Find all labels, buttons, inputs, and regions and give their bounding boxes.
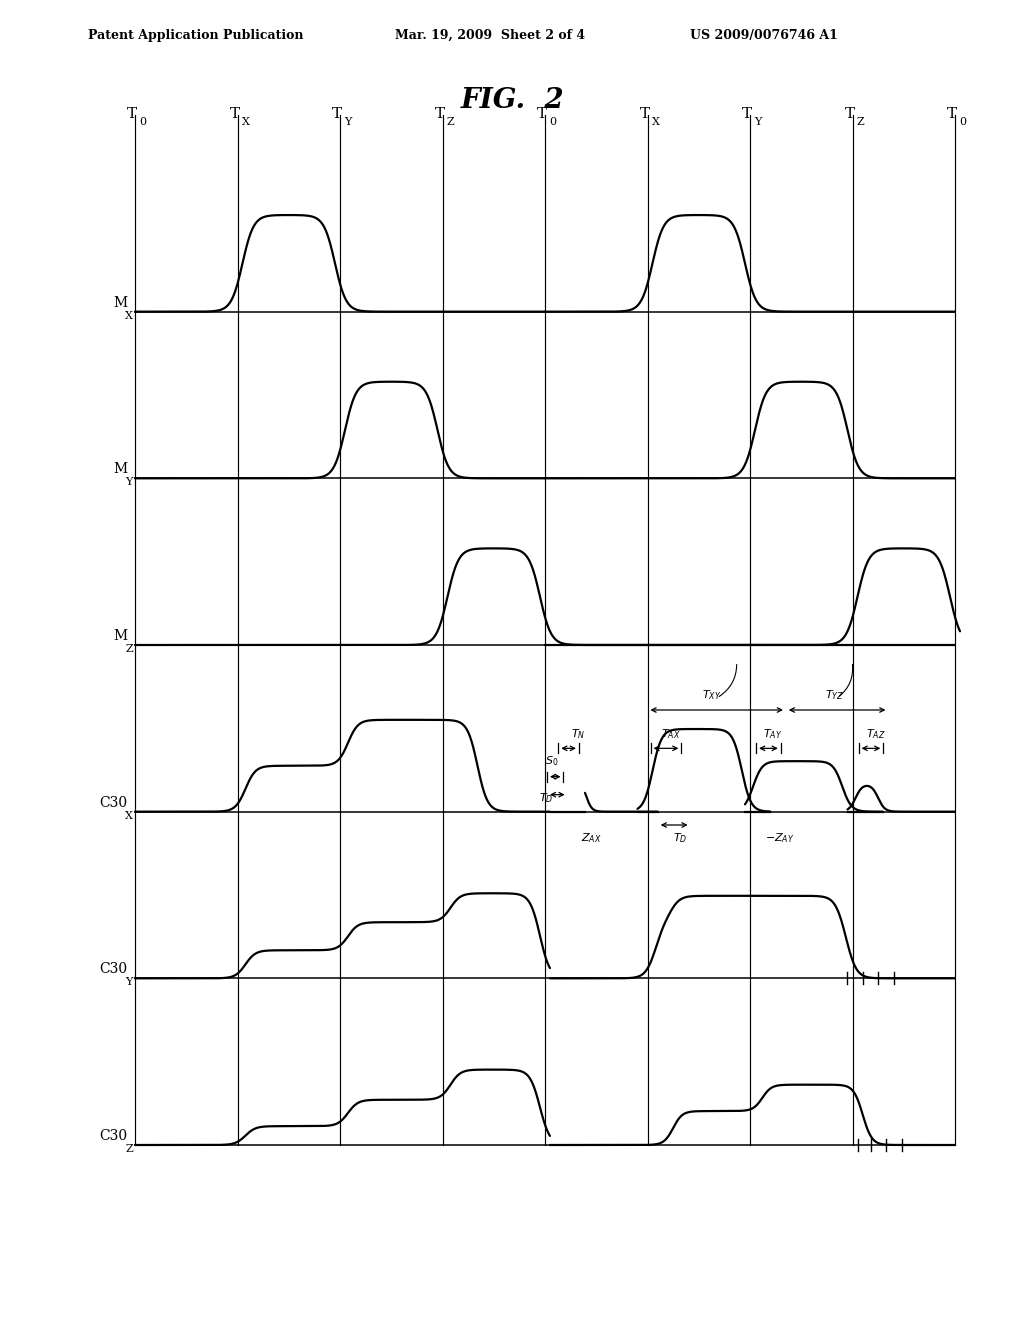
Text: FIG.  2: FIG. 2 [460, 87, 564, 114]
Text: M: M [113, 462, 127, 477]
Text: M: M [113, 296, 127, 310]
Text: Y: Y [126, 977, 133, 987]
Text: Patent Application Publication: Patent Application Publication [88, 29, 303, 41]
Text: Mar. 19, 2009  Sheet 2 of 4: Mar. 19, 2009 Sheet 2 of 4 [395, 29, 585, 41]
Text: C30: C30 [99, 796, 127, 809]
Text: T: T [845, 107, 855, 121]
Text: Z: Z [125, 644, 133, 653]
Text: $T_{AX}$: $T_{AX}$ [660, 727, 681, 741]
Text: T: T [639, 107, 649, 121]
Text: T: T [127, 107, 137, 121]
Text: T: T [229, 107, 240, 121]
Text: X: X [242, 117, 250, 127]
Text: T: T [537, 107, 547, 121]
Text: T: T [947, 107, 957, 121]
Text: Y: Y [344, 117, 351, 127]
Text: $T_N$: $T_N$ [570, 727, 585, 741]
Text: C30: C30 [99, 962, 127, 977]
Text: C30: C30 [99, 1129, 127, 1143]
Text: $T_{AY}$: $T_{AY}$ [764, 727, 782, 741]
Text: Y: Y [754, 117, 762, 127]
Text: $Z_{AX}$: $Z_{AX}$ [581, 832, 601, 846]
Text: Z: Z [446, 117, 454, 127]
Text: Z: Z [856, 117, 864, 127]
Text: US 2009/0076746 A1: US 2009/0076746 A1 [690, 29, 838, 41]
Text: Y: Y [126, 478, 133, 487]
Text: T: T [742, 107, 752, 121]
Text: 0: 0 [549, 117, 556, 127]
Text: $-Z_{AY}$: $-Z_{AY}$ [765, 832, 795, 846]
Text: $T_D$: $T_D$ [540, 792, 554, 805]
Text: X: X [651, 117, 659, 127]
Text: X: X [125, 810, 133, 821]
Text: 0: 0 [139, 117, 146, 127]
Text: Z: Z [125, 1144, 133, 1154]
Text: $S_0$: $S_0$ [545, 755, 559, 768]
Text: $T_D$: $T_D$ [673, 832, 687, 846]
Text: T: T [332, 107, 342, 121]
Text: X: X [125, 310, 133, 321]
Text: 0: 0 [959, 117, 966, 127]
Text: M: M [113, 630, 127, 643]
Text: T: T [434, 107, 444, 121]
Text: $T_{XY}$: $T_{XY}$ [701, 688, 721, 702]
Text: $T_{AZ}$: $T_{AZ}$ [866, 727, 886, 741]
Text: $T_{YZ}$: $T_{YZ}$ [825, 688, 844, 702]
